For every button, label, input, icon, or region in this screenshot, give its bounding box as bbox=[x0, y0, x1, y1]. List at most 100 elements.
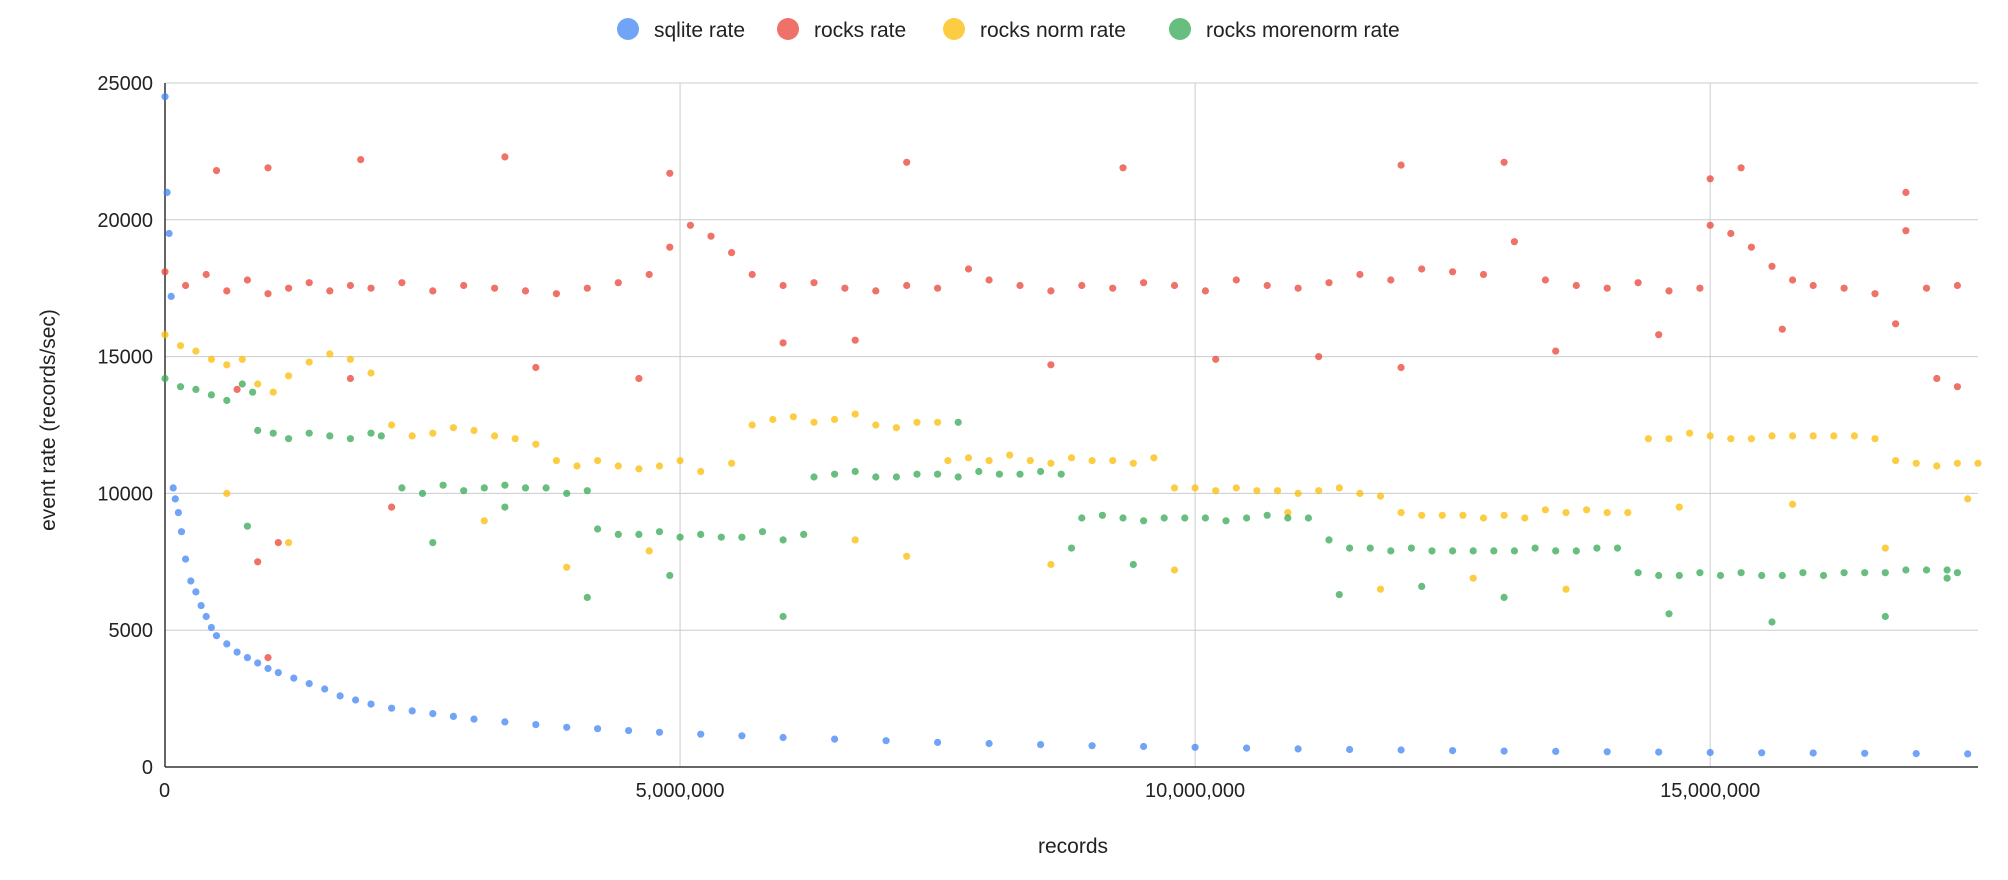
data-point bbox=[429, 287, 437, 295]
data-point bbox=[635, 374, 643, 383]
data-point bbox=[810, 473, 818, 481]
data-point bbox=[1376, 585, 1385, 593]
data-point bbox=[1593, 544, 1601, 552]
data-point bbox=[1562, 508, 1570, 517]
data-point bbox=[1902, 566, 1910, 574]
data-point bbox=[254, 426, 262, 435]
data-point bbox=[1273, 487, 1282, 495]
data-point bbox=[1469, 574, 1477, 582]
data-point bbox=[1953, 281, 1961, 290]
data-point bbox=[1809, 749, 1817, 757]
data-point bbox=[254, 380, 262, 388]
data-point bbox=[1789, 276, 1797, 284]
data-point bbox=[202, 612, 210, 621]
data-point bbox=[1201, 287, 1209, 295]
data-point bbox=[1284, 508, 1292, 517]
data-point bbox=[460, 487, 468, 495]
data-point bbox=[1675, 503, 1683, 511]
data-point bbox=[1315, 353, 1323, 361]
data-point bbox=[779, 612, 787, 621]
data-point bbox=[429, 539, 437, 547]
data-point bbox=[552, 457, 561, 465]
data-point bbox=[1335, 591, 1343, 599]
y-tick-label: 5000 bbox=[109, 620, 154, 642]
series-rocks-rate bbox=[161, 153, 1961, 662]
data-point bbox=[1140, 279, 1148, 287]
data-point bbox=[1603, 284, 1611, 292]
data-point bbox=[1521, 514, 1529, 522]
data-point bbox=[831, 415, 839, 424]
data-point bbox=[1397, 746, 1405, 754]
data-point bbox=[964, 265, 973, 273]
data-point bbox=[223, 396, 231, 404]
data-point bbox=[1510, 547, 1518, 555]
data-point bbox=[1263, 281, 1271, 290]
data-point bbox=[1449, 268, 1457, 276]
data-point bbox=[1366, 544, 1374, 552]
data-point bbox=[223, 361, 231, 369]
data-point bbox=[1541, 506, 1549, 514]
data-point bbox=[1861, 749, 1869, 757]
data-point bbox=[521, 484, 530, 492]
data-point bbox=[532, 721, 540, 729]
data-point bbox=[1500, 158, 1508, 166]
data-point bbox=[882, 737, 890, 745]
data-point bbox=[1696, 569, 1704, 577]
data-point bbox=[1706, 175, 1714, 183]
data-point bbox=[429, 710, 437, 718]
data-point bbox=[1902, 227, 1910, 235]
y-tick-labels: 0 5000 10000 15000 20000 25000 bbox=[97, 73, 153, 779]
data-point bbox=[1789, 432, 1797, 440]
data-point bbox=[1758, 749, 1766, 757]
data-point bbox=[697, 530, 705, 539]
data-point bbox=[1737, 164, 1745, 172]
y-tick-label: 15000 bbox=[97, 347, 153, 369]
data-point bbox=[758, 528, 767, 536]
data-point bbox=[449, 712, 457, 721]
data-point bbox=[187, 577, 195, 585]
data-point bbox=[238, 355, 246, 363]
legend-marker bbox=[943, 18, 965, 40]
data-point bbox=[212, 632, 221, 640]
data-point bbox=[1902, 188, 1910, 196]
data-point bbox=[1778, 571, 1786, 580]
data-point bbox=[1047, 361, 1055, 369]
data-point bbox=[1376, 492, 1385, 500]
data-point bbox=[728, 249, 736, 257]
y-axis-title: event rate (records/sec) bbox=[37, 309, 60, 531]
data-point bbox=[1819, 571, 1828, 580]
data-point bbox=[975, 467, 983, 476]
data-point bbox=[501, 503, 509, 511]
data-point bbox=[655, 528, 664, 536]
data-point bbox=[594, 725, 602, 733]
data-point bbox=[1170, 281, 1179, 290]
data-point bbox=[243, 276, 251, 284]
data-point bbox=[1201, 514, 1209, 522]
data-point bbox=[192, 385, 200, 393]
data-point bbox=[1768, 618, 1776, 626]
data-point bbox=[290, 674, 298, 682]
data-point bbox=[892, 473, 901, 481]
data-point bbox=[1160, 514, 1168, 522]
data-point bbox=[1387, 547, 1395, 555]
data-point bbox=[1294, 489, 1302, 497]
data-point bbox=[1129, 560, 1137, 569]
data-point bbox=[1943, 566, 1951, 574]
data-point bbox=[594, 525, 602, 533]
data-point bbox=[666, 571, 674, 580]
data-point bbox=[1706, 432, 1714, 440]
data-point bbox=[1449, 547, 1457, 555]
data-point bbox=[169, 484, 177, 492]
data-point bbox=[1170, 566, 1179, 574]
data-point bbox=[243, 522, 251, 530]
data-point bbox=[1716, 571, 1725, 580]
data-point bbox=[985, 739, 993, 748]
data-point bbox=[1026, 457, 1034, 465]
data-point bbox=[1170, 484, 1179, 492]
data-point bbox=[1232, 276, 1240, 284]
data-point bbox=[176, 342, 185, 350]
data-point bbox=[1871, 290, 1879, 298]
data-point bbox=[707, 232, 715, 240]
data-point bbox=[1418, 265, 1426, 273]
data-point bbox=[1304, 514, 1312, 522]
